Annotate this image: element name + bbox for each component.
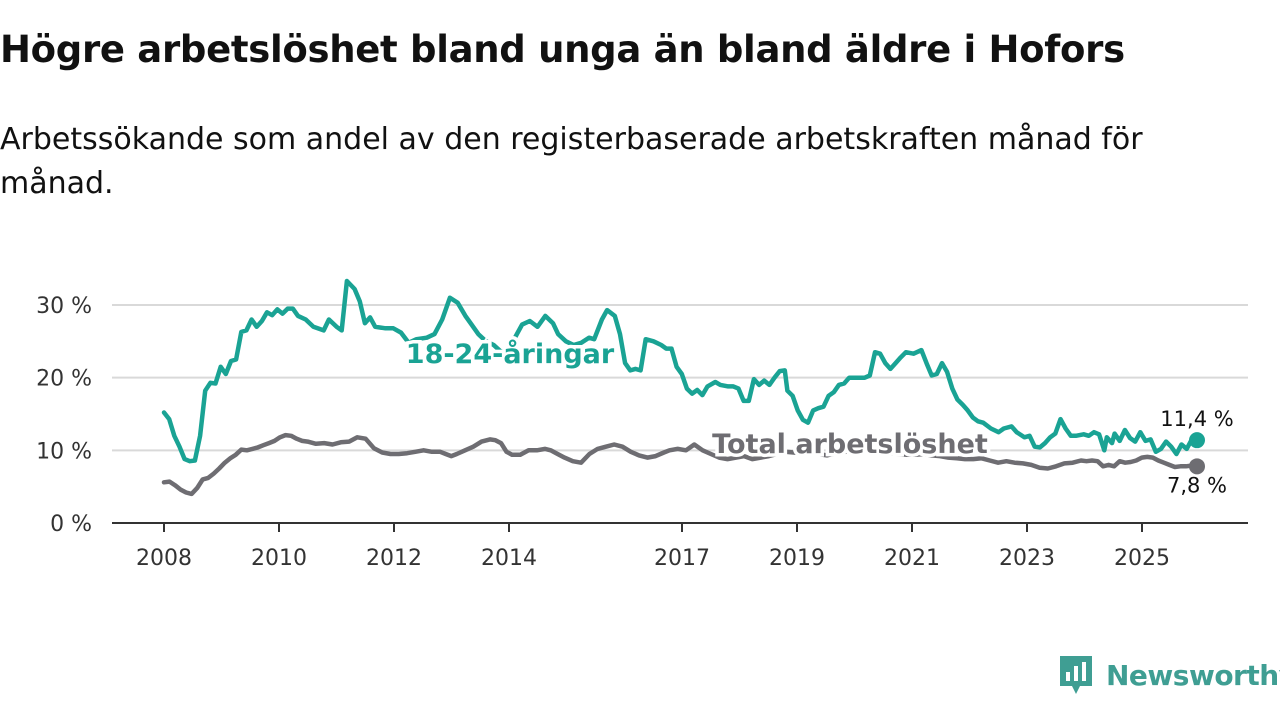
end-value-label-youth: 11,4 % xyxy=(1160,407,1233,431)
x-tick-label: 2017 xyxy=(654,546,710,571)
x-tick-label: 2023 xyxy=(999,546,1055,571)
series-end-marker-1 xyxy=(1189,458,1205,475)
x-tick-label: 2008 xyxy=(136,546,192,571)
y-tick-label: 20 % xyxy=(36,367,92,392)
series-line-1 xyxy=(161,432,1200,497)
chart-subtitle: Arbetssökande som andel av den registerb… xyxy=(0,122,1143,201)
y-tick-label: 30 % xyxy=(36,294,92,319)
x-tick-label: 2014 xyxy=(481,546,537,571)
y-axis-ticks: 0 % 10 % 20 % 30 % xyxy=(36,294,92,537)
x-tick-label: 2025 xyxy=(1114,546,1170,571)
chart-title: Högre arbetslöshet bland unga än bland ä… xyxy=(0,28,1125,71)
series-labels: 18-24-åringar Total arbetslöshet 11,4 % 7,8… xyxy=(402,335,1233,498)
series-label-total: Total arbetslöshet xyxy=(712,429,988,460)
end-value-label-total: 7,8 % xyxy=(1167,473,1227,497)
line-chart: 0 % 10 % 20 % 30 % 2008 2010 2012 2014 2017 2019… xyxy=(36,278,1248,571)
series-lines xyxy=(161,278,1205,497)
y-tick-label: 10 % xyxy=(36,439,92,464)
series-label-youth: 18-24-åringar xyxy=(406,338,615,370)
x-axis-ticks: 2008 2010 2012 2014 2017 2019 2021 2023 2025 xyxy=(136,523,1170,571)
x-tick-label: 2019 xyxy=(769,546,825,571)
x-tick-label: 2012 xyxy=(366,546,422,571)
newsworthy-logo-icon xyxy=(1060,656,1092,694)
newsworthy-logo-text: Newsworthy xyxy=(1106,658,1280,692)
y-tick-label: 0 % xyxy=(50,512,92,537)
series-end-marker-0 xyxy=(1189,432,1205,449)
series-line-0 xyxy=(161,278,1200,464)
grid-lines xyxy=(112,304,1248,452)
newsworthy-logo: Newsworthy xyxy=(1058,654,1280,696)
x-tick-label: 2021 xyxy=(884,546,940,571)
x-tick-label: 2010 xyxy=(251,546,307,571)
